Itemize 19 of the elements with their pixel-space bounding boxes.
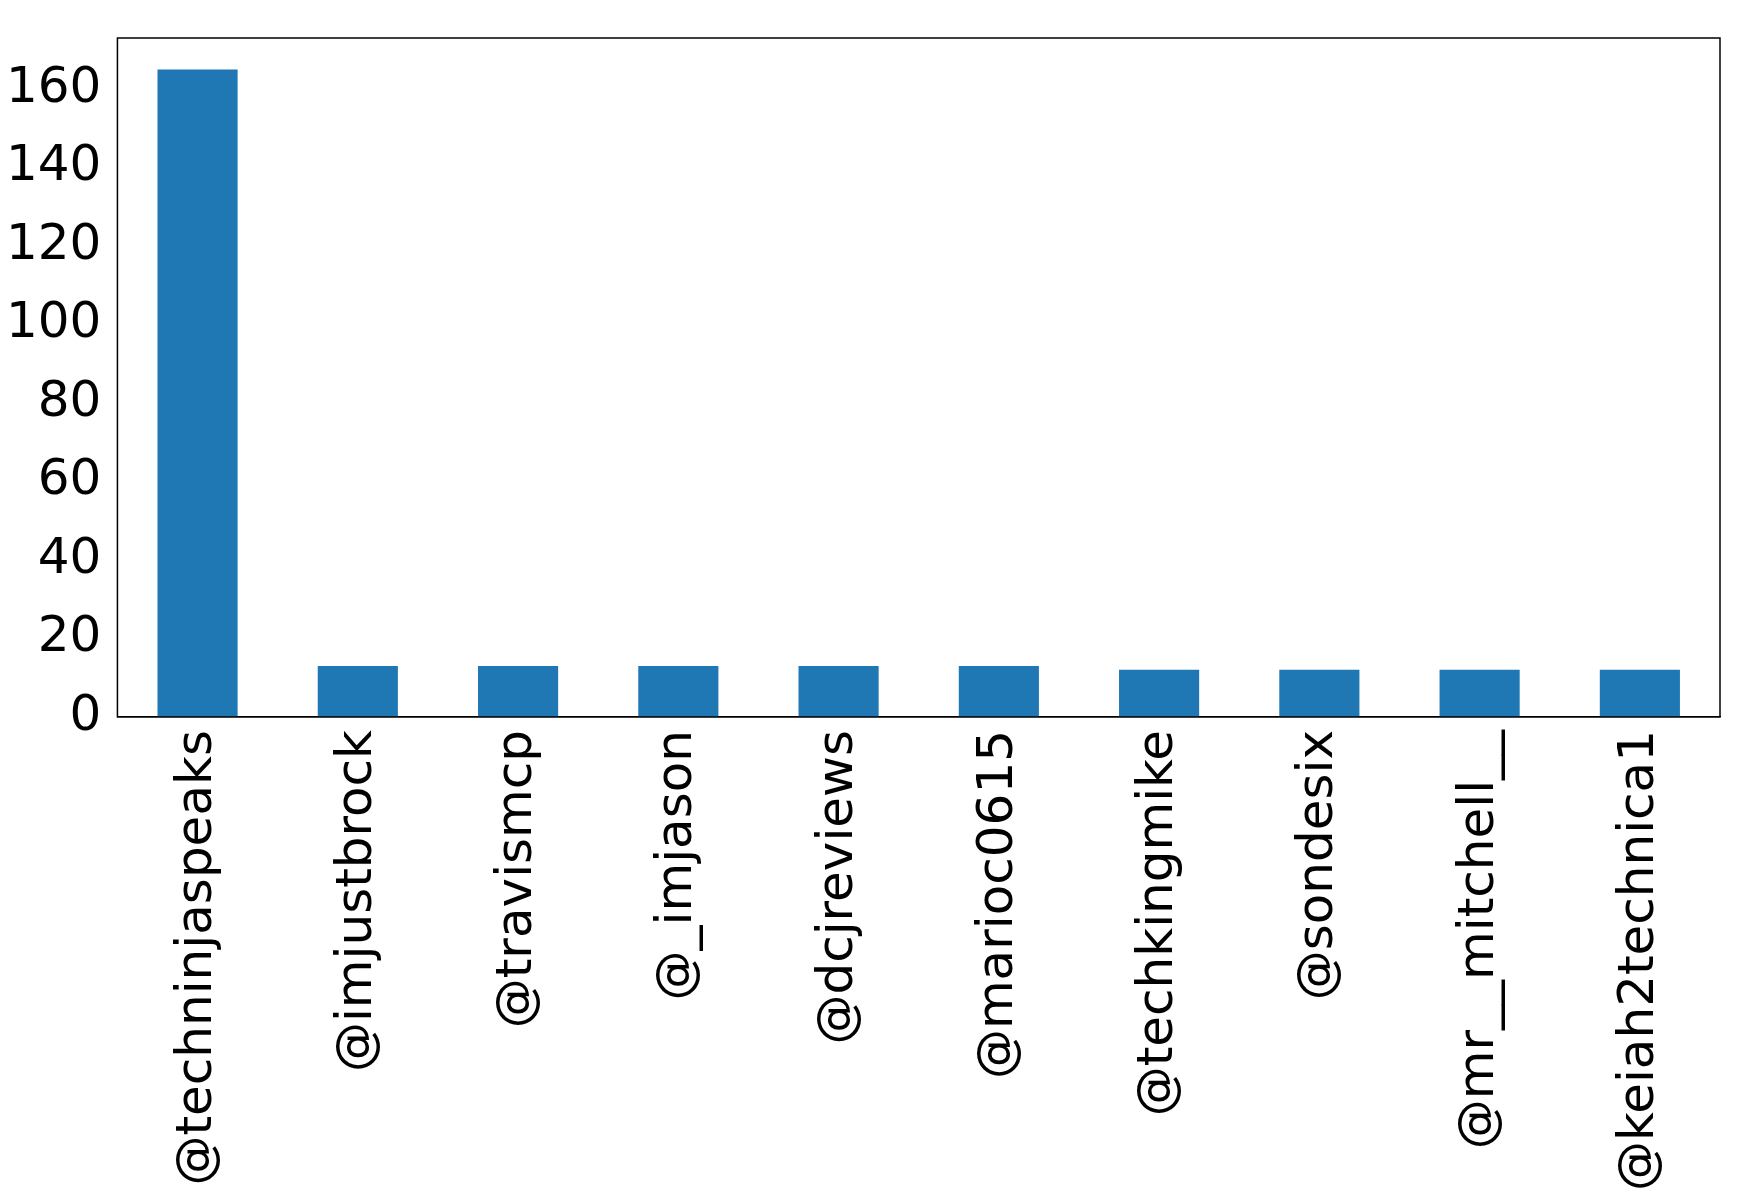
y-tick-label: 160 xyxy=(6,56,102,114)
y-tick-label: 140 xyxy=(6,134,102,193)
y-tick-label: 60 xyxy=(37,448,102,507)
x-tick-label: @keiah2technica1 xyxy=(1606,729,1665,1192)
x-tick-label: @_imjason xyxy=(645,729,704,1001)
y-tick-label: 40 xyxy=(37,526,102,585)
y-tick-label: 100 xyxy=(6,291,102,350)
x-tick-label: @marioc0615 xyxy=(965,729,1024,1080)
x-tick-label: @sondesix xyxy=(1286,729,1345,1001)
x-tick-label: @imjustbrock xyxy=(324,729,383,1073)
x-tick-label: @techkingmike xyxy=(1126,729,1185,1117)
x-tick-label: @dcjreviews xyxy=(805,729,864,1045)
y-tick-label: 120 xyxy=(6,212,102,271)
x-tick-label: @mr__mitchell__ xyxy=(1446,728,1505,1150)
x-tick-label: @travismcp xyxy=(485,729,544,1029)
y-tick-label: 0 xyxy=(69,683,102,742)
y-tick-label: 80 xyxy=(37,369,102,428)
x-tick-label: @techninjaspeaks xyxy=(164,729,223,1186)
y-tick-label: 20 xyxy=(37,605,102,664)
